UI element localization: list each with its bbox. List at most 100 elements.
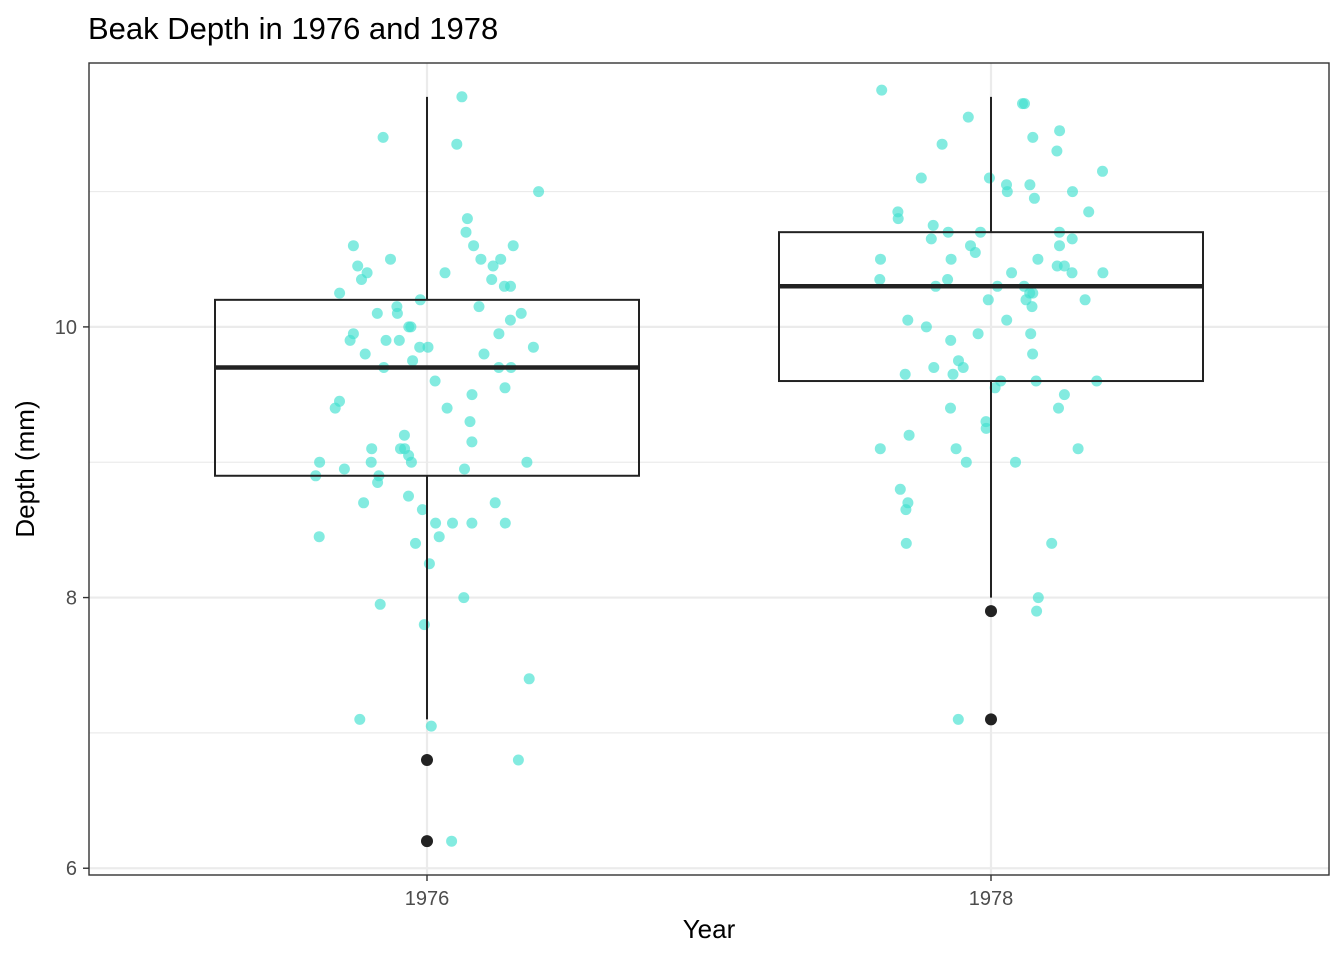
data-point: [377, 131, 389, 143]
data-point: [486, 274, 498, 285]
data-point: [460, 226, 472, 238]
data-point: [423, 558, 435, 570]
data-point: [982, 294, 994, 306]
data-point: [461, 213, 473, 225]
data-point: [1054, 240, 1065, 252]
data-point: [936, 138, 948, 150]
data-point: [425, 720, 437, 732]
data-point: [899, 368, 911, 380]
data-point: [380, 334, 392, 346]
data-point: [920, 321, 932, 333]
data-point: [499, 382, 511, 394]
data-point: [334, 287, 346, 299]
data-point: [446, 835, 458, 847]
data-point: [405, 456, 417, 468]
outlier-point: [985, 605, 997, 618]
data-point: [942, 274, 954, 285]
data-point: [418, 619, 430, 631]
data-point: [366, 443, 378, 455]
data-point: [874, 274, 886, 285]
data-point: [1027, 131, 1039, 143]
data-point: [960, 456, 972, 468]
data-point: [468, 240, 480, 252]
data-point: [475, 253, 487, 265]
data-point: [1067, 186, 1078, 198]
y-tick-label: 6: [66, 858, 77, 880]
data-point: [1046, 537, 1058, 549]
data-point: [365, 456, 377, 468]
data-point: [962, 111, 974, 123]
data-point: [429, 375, 441, 387]
minor-gridlines: [89, 190, 1329, 734]
data-point: [989, 382, 1001, 394]
data-point: [969, 247, 981, 258]
data-point: [313, 531, 325, 543]
data-point: [393, 334, 405, 346]
data-point: [945, 402, 956, 414]
data-point: [416, 504, 428, 516]
data-point: [928, 362, 940, 373]
outlier-point: [421, 753, 433, 766]
x-axis-title: Year: [683, 914, 736, 944]
data-point: [952, 713, 964, 725]
data-point: [414, 341, 426, 353]
data-point: [900, 504, 912, 516]
data-point: [466, 389, 478, 401]
data-point: [1054, 125, 1066, 137]
y-tick-label: 8: [66, 588, 77, 610]
data-point: [1010, 456, 1021, 468]
data-point: [498, 280, 510, 292]
data-point: [352, 260, 364, 272]
data-point: [433, 531, 445, 543]
data-point: [521, 456, 533, 468]
data-point: [915, 172, 927, 184]
data-point: [876, 84, 888, 96]
data-point: [466, 436, 478, 448]
data-point: [385, 253, 396, 265]
data-point: [447, 517, 458, 529]
data-point: [507, 240, 519, 252]
data-point: [1072, 443, 1084, 455]
data-point: [371, 307, 383, 319]
data-point: [1066, 267, 1078, 279]
data-point: [1025, 328, 1037, 340]
data-point: [875, 253, 886, 265]
data-point: [374, 598, 386, 610]
data-point: [945, 253, 957, 265]
data-point: [1027, 348, 1039, 360]
data-point: [451, 138, 463, 150]
data-point: [874, 443, 886, 455]
data-point: [439, 267, 451, 279]
data-point: [972, 328, 984, 340]
chart-title: Beak Depth in 1976 and 1978: [88, 11, 498, 46]
data-point: [1097, 165, 1108, 177]
data-point: [487, 260, 499, 272]
data-point: [1006, 267, 1018, 279]
data-point: [478, 348, 490, 360]
data-point: [314, 456, 326, 468]
data-point: [892, 213, 904, 225]
data-point: [347, 240, 359, 252]
data-point: [1028, 192, 1040, 204]
data-point: [441, 402, 453, 414]
data-point: [464, 416, 476, 428]
data-point: [1026, 301, 1038, 313]
data-point: [338, 463, 350, 475]
data-point: [1001, 314, 1013, 326]
plot-panel-background: [89, 63, 1329, 875]
outlier-point: [421, 835, 433, 848]
data-point: [1032, 592, 1044, 604]
data-point: [983, 172, 995, 184]
data-point: [902, 314, 914, 326]
data-point: [358, 497, 370, 509]
data-point: [533, 186, 545, 198]
data-point: [1051, 145, 1063, 157]
y-axis-title: Depth (mm): [10, 400, 40, 537]
data-point: [489, 497, 501, 509]
data-point: [515, 307, 527, 319]
data-point: [410, 537, 421, 549]
data-point: [407, 355, 419, 367]
data-point: [1019, 98, 1030, 110]
data-point: [398, 429, 410, 441]
